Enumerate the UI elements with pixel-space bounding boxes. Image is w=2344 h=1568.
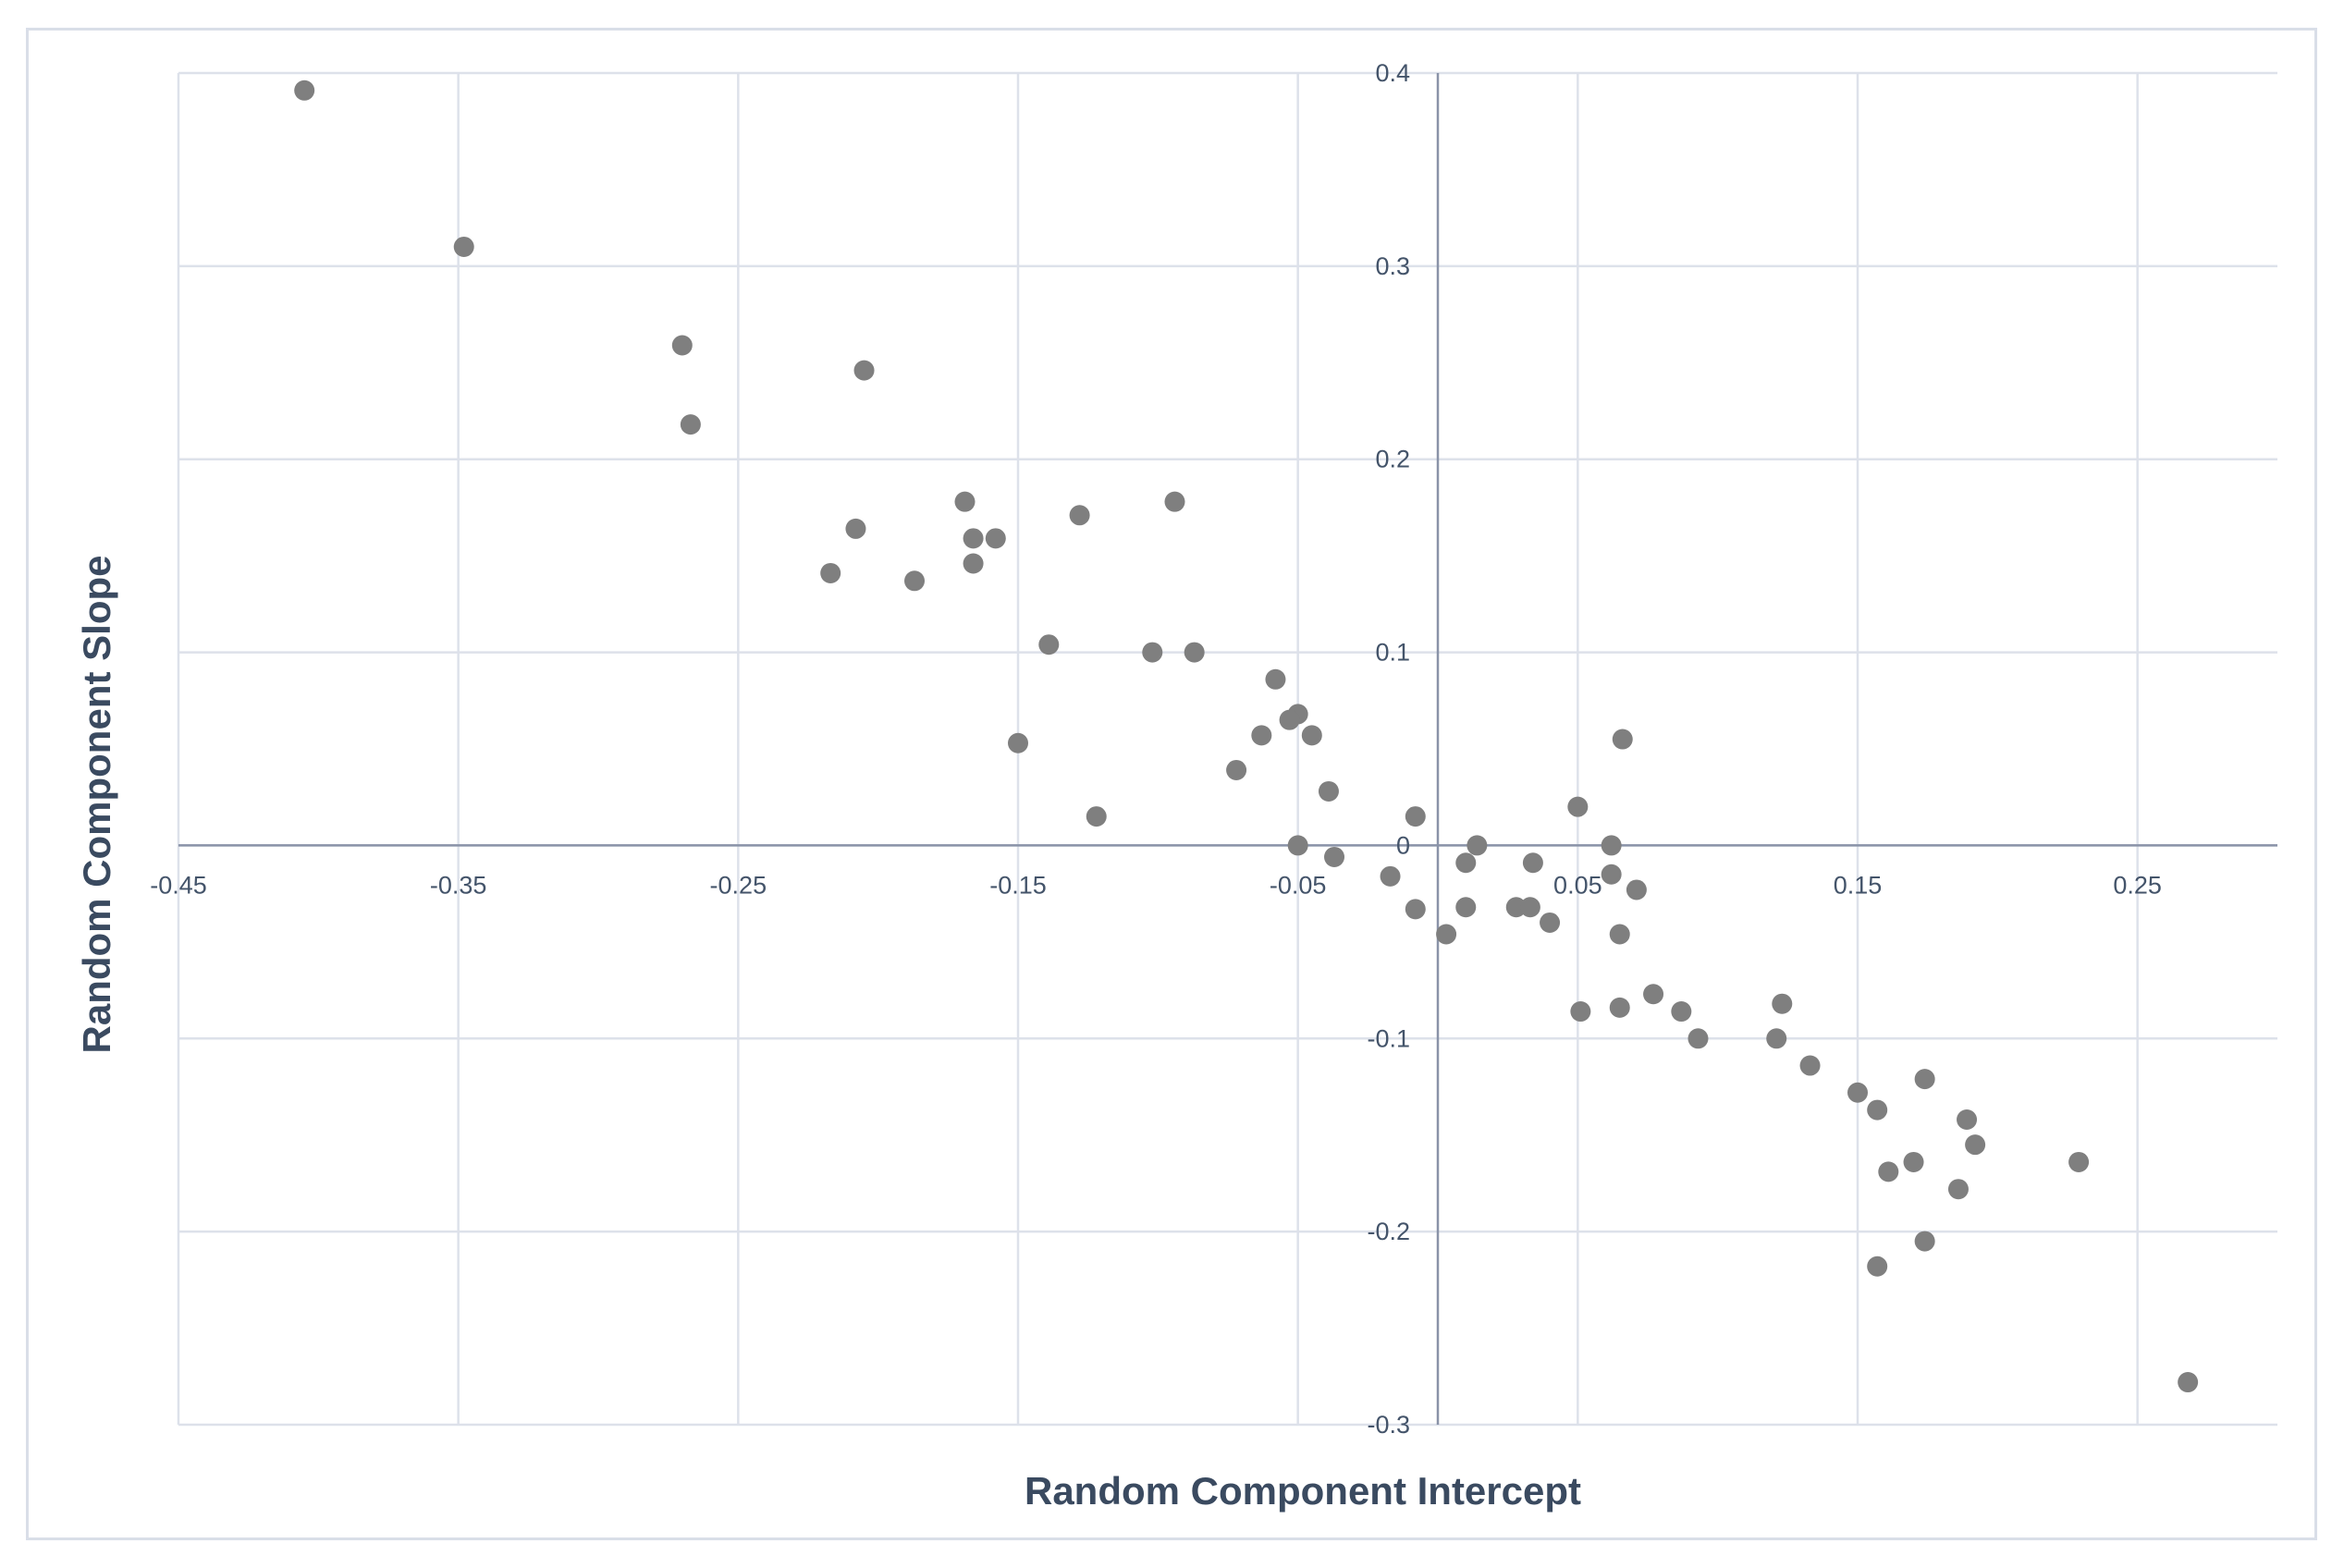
data-point (294, 80, 315, 101)
data-point (954, 491, 976, 512)
chart-frame: -0.45 -0.35 -0.25 -0.15 -0.05 0.05 0.15 0.25 0.… (26, 28, 2317, 1540)
data-point (1301, 725, 1322, 746)
y-tick-label: 0.3 (1375, 252, 1410, 280)
axes (178, 73, 2277, 1425)
data-point (1318, 780, 1339, 802)
data-point (1519, 897, 1540, 918)
data-point (1766, 1028, 1787, 1049)
x-tick-label: -0.25 (710, 871, 767, 899)
y-tick-labels: 0.4 0.3 0.2 0.1 0 -0.1 -0.2 -0.3 (1367, 59, 1410, 1439)
data-point (1612, 729, 1633, 750)
data-point (1626, 879, 1647, 900)
data-point (845, 518, 866, 539)
data-point (1772, 993, 1793, 1014)
data-point (1867, 1256, 1888, 1277)
data-point (1957, 1109, 1978, 1131)
data-point (1567, 796, 1589, 817)
data-point (853, 360, 875, 381)
y-tick-label: 0.1 (1375, 639, 1410, 667)
data-point (1867, 1099, 1888, 1121)
y-tick-label: -0.3 (1367, 1411, 1410, 1439)
data-point (1671, 1001, 1692, 1023)
data-point (1086, 806, 1107, 827)
data-point (1799, 1055, 1821, 1076)
data-point (1609, 924, 1630, 945)
data-point (1069, 505, 1090, 526)
data-point (1965, 1134, 1986, 1156)
data-point (1467, 835, 1488, 856)
data-point (1380, 865, 1401, 887)
y-tick-label: -0.1 (1367, 1024, 1410, 1052)
data-point (1265, 668, 1286, 690)
data-point (453, 236, 474, 257)
y-tick-label: -0.2 (1367, 1218, 1410, 1245)
data-point (1142, 642, 1163, 663)
x-tick-label: 0.15 (1834, 871, 1883, 899)
data-point (904, 570, 926, 592)
data-points (294, 80, 2199, 1393)
x-axis-title: Random Component Intercept (1025, 1469, 1581, 1513)
data-point (1601, 864, 1622, 885)
data-point (1405, 806, 1426, 827)
data-point (1505, 897, 1527, 918)
x-tick-label: -0.05 (1270, 871, 1327, 899)
data-point (1455, 897, 1477, 918)
data-point (1601, 835, 1622, 856)
x-tick-label: -0.45 (150, 871, 207, 899)
data-point (1324, 846, 1345, 867)
data-point (1405, 899, 1426, 920)
data-point (671, 335, 693, 356)
data-point (1914, 1231, 1935, 1252)
data-point (1947, 1179, 1969, 1200)
y-tick-label: 0.2 (1375, 446, 1410, 473)
data-point (820, 562, 841, 583)
grid-lines (177, 71, 2277, 1427)
data-point (1038, 634, 1060, 655)
data-point (1164, 491, 1185, 512)
data-point (1570, 1001, 1591, 1023)
data-point (1436, 924, 1457, 945)
data-point (2068, 1151, 2090, 1172)
data-point (963, 528, 984, 549)
data-point (1279, 709, 1300, 730)
data-point (680, 414, 701, 435)
data-point (1251, 725, 1272, 746)
y-axis-title: Random Component Slope (75, 556, 118, 1054)
data-point (1609, 997, 1630, 1018)
data-point (1522, 852, 1543, 874)
data-point (2178, 1372, 2199, 1393)
y-tick-label: 0 (1396, 831, 1410, 859)
data-point (1878, 1161, 1899, 1182)
x-tick-label: -0.15 (989, 871, 1047, 899)
data-point (1008, 732, 1028, 753)
x-tick-label: -0.35 (430, 871, 487, 899)
data-point (1643, 984, 1664, 1005)
data-point (1540, 912, 1561, 933)
data-point (1914, 1069, 1935, 1090)
data-point (985, 528, 1006, 549)
x-tick-label: 0.25 (2113, 871, 2162, 899)
x-tick-label: 0.05 (1553, 871, 1602, 899)
data-point (1455, 852, 1477, 874)
data-point (1184, 642, 1205, 663)
data-point (1226, 759, 1247, 780)
data-point (1847, 1082, 1868, 1103)
data-point (1903, 1151, 1924, 1172)
data-point (1287, 835, 1308, 856)
scatter-chart: -0.45 -0.35 -0.25 -0.15 -0.05 0.05 0.15 0.25 0.… (75, 59, 2277, 1513)
data-point (963, 553, 984, 574)
data-point (1687, 1028, 1709, 1049)
x-tick-labels: -0.45 -0.35 -0.25 -0.15 -0.05 0.05 0.15 0.25 (150, 871, 2162, 899)
y-tick-label: 0.4 (1375, 59, 1410, 87)
